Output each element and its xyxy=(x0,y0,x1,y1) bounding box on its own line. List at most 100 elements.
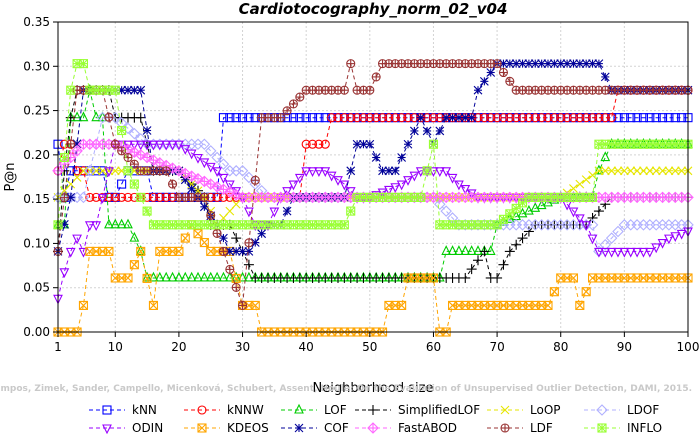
point-kdeos-8 xyxy=(104,246,114,256)
point-inflo-13 xyxy=(136,192,146,202)
series-layer xyxy=(52,59,694,337)
point-odin-30 xyxy=(244,207,254,218)
point-knn-37 xyxy=(288,113,299,123)
x-tick-label-5: 50 xyxy=(362,340,377,354)
point-kdeos-11 xyxy=(123,273,133,283)
point-knnw-83 xyxy=(581,113,591,123)
point-odin-62 xyxy=(447,173,458,184)
legend-marker-fastabod xyxy=(367,422,379,434)
legend-item-lof: LOF xyxy=(281,403,347,417)
point-ldf-50 xyxy=(371,72,381,82)
point-odin-56 xyxy=(409,171,420,182)
point-knnw-54 xyxy=(397,113,407,123)
point-inflo-84 xyxy=(587,192,598,202)
point-inflo-57 xyxy=(416,192,426,202)
point-kdeos-82 xyxy=(575,300,585,310)
y-tick-label-4: 0.20 xyxy=(23,148,50,162)
legend-label-kdeos: KDEOS xyxy=(227,421,269,434)
point-loop-4 xyxy=(79,166,88,176)
point-cof-68 xyxy=(486,68,496,77)
point-simplifiedlof-74 xyxy=(523,226,534,237)
point-fastabod-3 xyxy=(71,145,83,157)
point-lof-8 xyxy=(104,218,114,229)
point-knn-97 xyxy=(670,113,680,123)
point-odin-7 xyxy=(97,193,108,204)
point-odin-60 xyxy=(434,167,445,178)
point-lof-30 xyxy=(244,271,254,282)
point-ldof-88 xyxy=(612,225,624,238)
point-knnw-16 xyxy=(155,192,165,202)
point-knn-5 xyxy=(85,166,95,176)
point-cof-13 xyxy=(136,85,146,95)
point-odin-46 xyxy=(345,187,356,197)
point-ldof-24 xyxy=(204,145,217,157)
point-odin-16 xyxy=(154,140,165,151)
point-knnw-87 xyxy=(607,113,617,123)
point-knnw-79 xyxy=(556,113,566,123)
point-ldf-8 xyxy=(104,112,114,122)
point-odin-6 xyxy=(91,221,102,232)
point-knn-39 xyxy=(301,113,311,123)
point-inflo-12 xyxy=(129,179,139,189)
series-fastabod xyxy=(52,138,694,204)
legend-marker-ldf xyxy=(500,423,510,433)
legend-item-cof: COF xyxy=(281,421,349,434)
point-ldf-9 xyxy=(110,139,120,149)
point-ldof-23 xyxy=(198,138,211,151)
point-lof-62 xyxy=(447,245,458,255)
point-kdeos-59 xyxy=(428,273,439,283)
point-ldf-49 xyxy=(365,85,375,95)
point-knnw-86 xyxy=(600,113,610,123)
point-simplifiedlof-30 xyxy=(243,259,254,270)
y-tick-label-2: 0.10 xyxy=(23,236,50,250)
series-inflo xyxy=(53,59,693,230)
point-ldf-18 xyxy=(167,179,178,189)
point-inflo-4 xyxy=(78,59,89,69)
point-simplifiedlof-70 xyxy=(498,259,509,270)
point-odin-90 xyxy=(625,247,636,258)
point-knnw-3 xyxy=(72,166,82,176)
point-ldf-46 xyxy=(346,59,356,69)
point-knn-10 xyxy=(117,179,127,189)
point-lof-65 xyxy=(466,245,477,255)
point-cof-64 xyxy=(460,113,470,123)
point-odin-11 xyxy=(123,140,133,151)
point-cof-79 xyxy=(556,59,566,69)
point-odin-87 xyxy=(606,247,617,258)
legend-marker-knnw xyxy=(197,405,207,415)
point-ldof-61 xyxy=(440,205,452,217)
point-knnw-42 xyxy=(320,139,330,149)
point-kdeos-20 xyxy=(180,233,190,243)
series-line-lof xyxy=(58,90,688,279)
point-loop-95 xyxy=(658,166,667,176)
point-knnw-4 xyxy=(78,166,89,176)
point-inflo-44 xyxy=(333,220,343,230)
point-simplifiedlof-67 xyxy=(479,246,490,257)
point-cof-60 xyxy=(435,126,445,136)
legend-marker-inflo xyxy=(597,423,607,433)
point-odin-93 xyxy=(644,247,655,258)
y-tick-label-1: 0.05 xyxy=(23,281,50,295)
axis-ticks: 0.00 0.05 0.10 0.15 0.20 0.25 0.30 0.35 1 10 20 30 4… xyxy=(23,15,699,354)
point-knn-41 xyxy=(314,113,324,123)
x-tick-label-8: 80 xyxy=(553,340,568,354)
point-cof-74 xyxy=(524,59,534,69)
point-inflo-46 xyxy=(346,206,356,216)
point-ldf-45 xyxy=(339,85,349,95)
legend-label-fastabod: FastABOD xyxy=(398,421,457,434)
point-loop-94 xyxy=(651,166,661,176)
point-cof-49 xyxy=(365,139,375,149)
point-cof-55 xyxy=(403,139,413,149)
point-knnw-53 xyxy=(390,113,400,123)
point-odin-25 xyxy=(212,167,222,178)
plot-frame xyxy=(57,21,689,333)
point-odin-17 xyxy=(161,140,172,151)
point-loop-86 xyxy=(600,166,610,176)
point-lof-16 xyxy=(154,271,165,282)
point-odin-26 xyxy=(218,173,229,184)
point-knn-90 xyxy=(626,113,636,123)
point-knn-88 xyxy=(613,113,623,123)
point-odin-84 xyxy=(587,234,598,245)
point-simplifiedlof-65 xyxy=(466,264,477,275)
